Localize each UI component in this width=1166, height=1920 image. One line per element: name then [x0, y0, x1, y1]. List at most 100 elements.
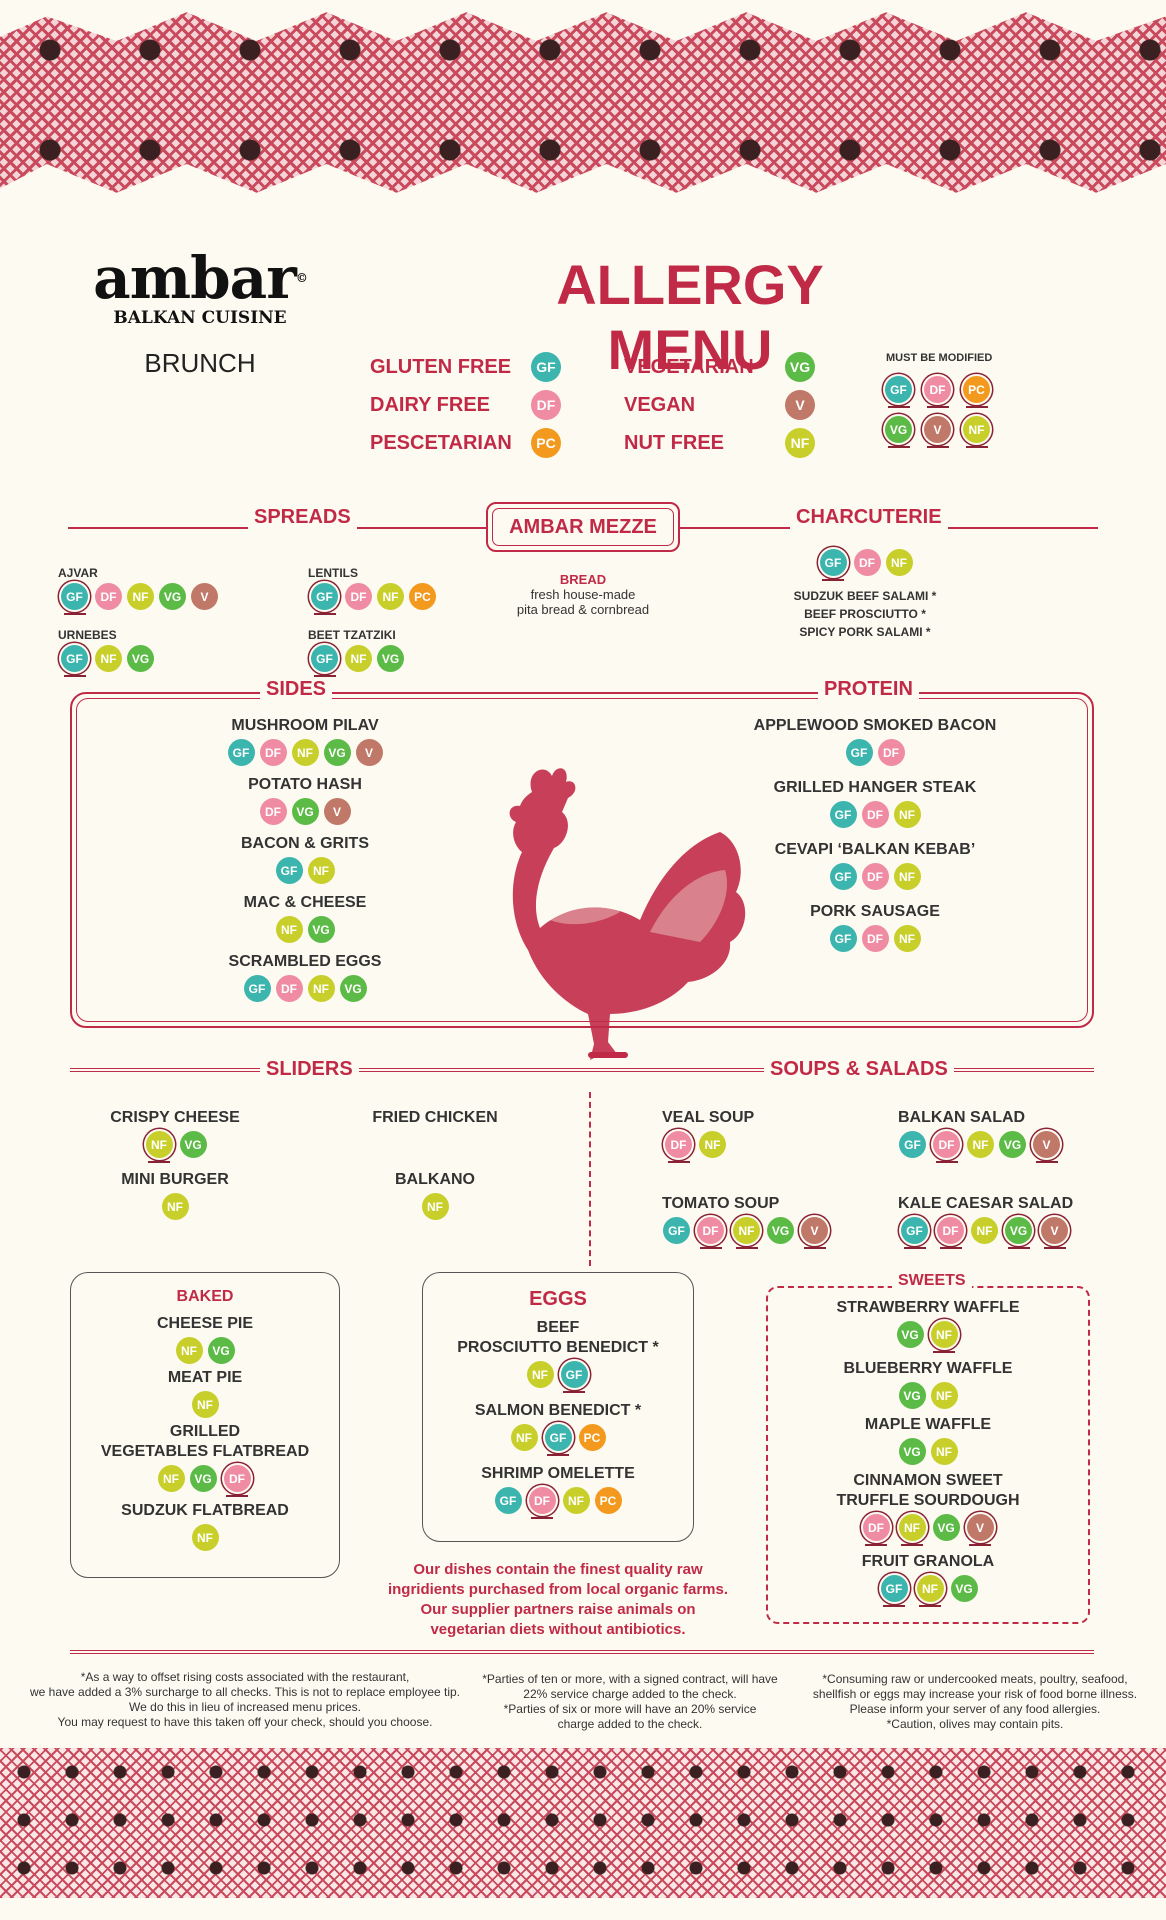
footnote-line: shellfish or eggs may increase your risk…	[812, 1687, 1138, 1701]
item-badges: GF NF VG	[58, 645, 155, 677]
top-ornament-border	[0, 12, 1166, 193]
nf-badge: NF	[291, 739, 319, 766]
item-name: PORK SAUSAGE	[810, 903, 940, 920]
df-badge: DF	[528, 1487, 556, 1514]
legend-label: VEGAN	[624, 393, 696, 416]
eggs-list: BEEF PROSCIUTTO BENEDICT * NF GF SALMON BENE…	[432, 1318, 684, 1527]
menu-item: BACON & GRITS GF NF	[180, 834, 430, 884]
slider-item: FRIED CHICKEN	[355, 1108, 515, 1128]
logo: ambar© BALKAN CUISINE	[80, 248, 320, 328]
modified-badge: DF	[923, 376, 952, 408]
modified-badge: GF	[310, 583, 339, 615]
item-name: URNEBES	[58, 628, 117, 642]
vg-badge: VG	[896, 1321, 924, 1348]
section-title-soups-salads: SOUPS & SALADS	[764, 1058, 954, 1081]
v-badge: V	[966, 1514, 994, 1541]
legend-label: DAIRY FREE	[370, 393, 491, 416]
v-badge: V	[355, 739, 383, 766]
df-badge: DF	[933, 1131, 960, 1158]
footnote-line: We do this in lieu of increased menu pri…	[129, 1700, 361, 1714]
item-name: BALKAN SALAD	[898, 1109, 1026, 1126]
gf-badge: GF	[531, 352, 561, 382]
vg-badge: VG	[898, 1382, 926, 1409]
quality-line: Our supplier partners raise animals on	[420, 1601, 696, 1618]
charcuterie-item: SUDZUK BEEF SALAMI *	[793, 589, 937, 603]
menu-item: GRILLED VEGETABLES FLATBREAD NF VG DF	[80, 1422, 330, 1497]
baked-frame	[70, 1272, 340, 1578]
item-name: CHEESE PIE	[156, 1315, 254, 1332]
gf-badge: GF	[61, 645, 88, 672]
item-name: BEEF	[536, 1319, 580, 1336]
sweets-list: STRAWBERRY WAFFLE VG NF BLUEBERRY WAFFLE VG N…	[776, 1298, 1080, 1613]
soup-salad-item: VEAL SOUP DF NF	[662, 1108, 842, 1163]
nf-badge: NF	[307, 857, 335, 884]
nf-badge: NF	[699, 1131, 726, 1158]
item-name: TRUFFLE SOURDOUGH	[836, 1492, 1020, 1509]
pc-badge: PC	[594, 1487, 622, 1514]
legend-label: VEGETARIAN	[624, 355, 754, 378]
item-badges: NF	[90, 1193, 260, 1220]
item-badges: GF NF	[180, 857, 430, 884]
logo-name: ambar	[93, 244, 297, 312]
modified-badge: GF	[819, 549, 848, 581]
item-name: AJVAR	[58, 566, 98, 580]
item-name: FRUIT GRANOLA	[861, 1553, 995, 1570]
soup-salad-item: TOMATO SOUP GF DF NF VG V	[662, 1194, 842, 1249]
item-name: BALKANO	[395, 1171, 475, 1188]
item-badges: GF DF NF PC	[432, 1487, 684, 1519]
gf-badge: GF	[845, 739, 873, 766]
slider-item: CRISPY CHEESE NF VG	[90, 1108, 260, 1163]
modified-badge: DF	[862, 1514, 891, 1546]
sides-protein-frame	[70, 692, 1094, 1028]
gf-badge: GF	[61, 583, 88, 610]
menu-item: BLUEBERRY WAFFLE VG NF	[776, 1359, 1080, 1409]
menu-item: PORK SAUSAGE GF DF NF	[730, 902, 1020, 952]
modified-badge: DF	[936, 1217, 965, 1249]
legend-item: GLUTEN FREE GF	[370, 348, 562, 386]
item-name: CINNAMON SWEET	[853, 1472, 1003, 1489]
nf-badge: NF	[510, 1424, 538, 1451]
vg-badge: VG	[999, 1131, 1026, 1158]
gf-badge: GF	[243, 975, 271, 1002]
charcuterie-items: SUDZUK BEEF SALAMI * BEEF PROSCIUTTO * SPI…	[760, 587, 970, 641]
df-badge: DF	[223, 1465, 251, 1492]
nf-badge: NF	[971, 1217, 998, 1244]
nf-badge: NF	[421, 1193, 449, 1220]
vg-badge: VG	[932, 1514, 960, 1541]
df-badge: DF	[937, 1217, 964, 1244]
modified-badge: GF	[880, 1575, 909, 1607]
v-badge: V	[1041, 1217, 1068, 1244]
item-badges: VG NF	[776, 1321, 1080, 1353]
item-badges: GF DF NF VG V	[898, 1217, 1088, 1249]
modified-badge: V	[1040, 1217, 1069, 1249]
charcuterie-block: GF DF NF SUDZUK BEEF SALAMI * BEEF PROSCIUT…	[760, 546, 970, 641]
modified-badge: GF	[60, 645, 89, 677]
modified-badge: NF	[145, 1131, 174, 1163]
legend-item: PESCETARIAN PC	[370, 424, 562, 462]
nf-badge: NF	[191, 1524, 219, 1551]
spread-item: AJVAR GF DF NF VG V	[58, 566, 219, 615]
modified-badge: VG	[884, 416, 913, 448]
item-name: APPLEWOOD SMOKED BACON	[753, 717, 997, 734]
vg-badge: VG	[323, 739, 351, 766]
df-badge: DF	[259, 739, 287, 766]
df-badge: DF	[862, 1514, 890, 1541]
page-title: ALLERGY MENU	[556, 253, 824, 381]
soup-salad-item: KALE CAESAR SALAD GF DF NF VG V	[898, 1194, 1088, 1249]
item-badges: DF VG V	[180, 798, 430, 825]
item-badges: GF DF NF VG V	[58, 583, 219, 615]
spread-item: URNEBES GF NF VG	[58, 628, 155, 677]
bread-desc-1: fresh house-made	[530, 587, 636, 602]
item-badges: NF	[355, 1193, 515, 1220]
item-badges: GF NF VG	[776, 1575, 1080, 1607]
spread-item: LENTILS GF DF NF PC	[308, 566, 437, 615]
footnote-line: *As a way to offset rising costs associa…	[80, 1670, 410, 1684]
footnote-line: Please inform your server of any food al…	[849, 1702, 1101, 1716]
item-name: MINI BURGER	[121, 1171, 229, 1188]
item-name: CEVAPI ‘BALKAN KEBAB’	[774, 841, 976, 858]
modified-badge: DF	[664, 1131, 693, 1163]
soup-salad-item: BALKAN SALAD GF DF NF VG V	[898, 1108, 1078, 1163]
sides-list: MUSHROOM PILAV GF DF NF VG V POTATO HASH DF VG V B…	[180, 716, 430, 1011]
vg-badge: VG	[291, 798, 319, 825]
df-badge: DF	[924, 376, 951, 403]
